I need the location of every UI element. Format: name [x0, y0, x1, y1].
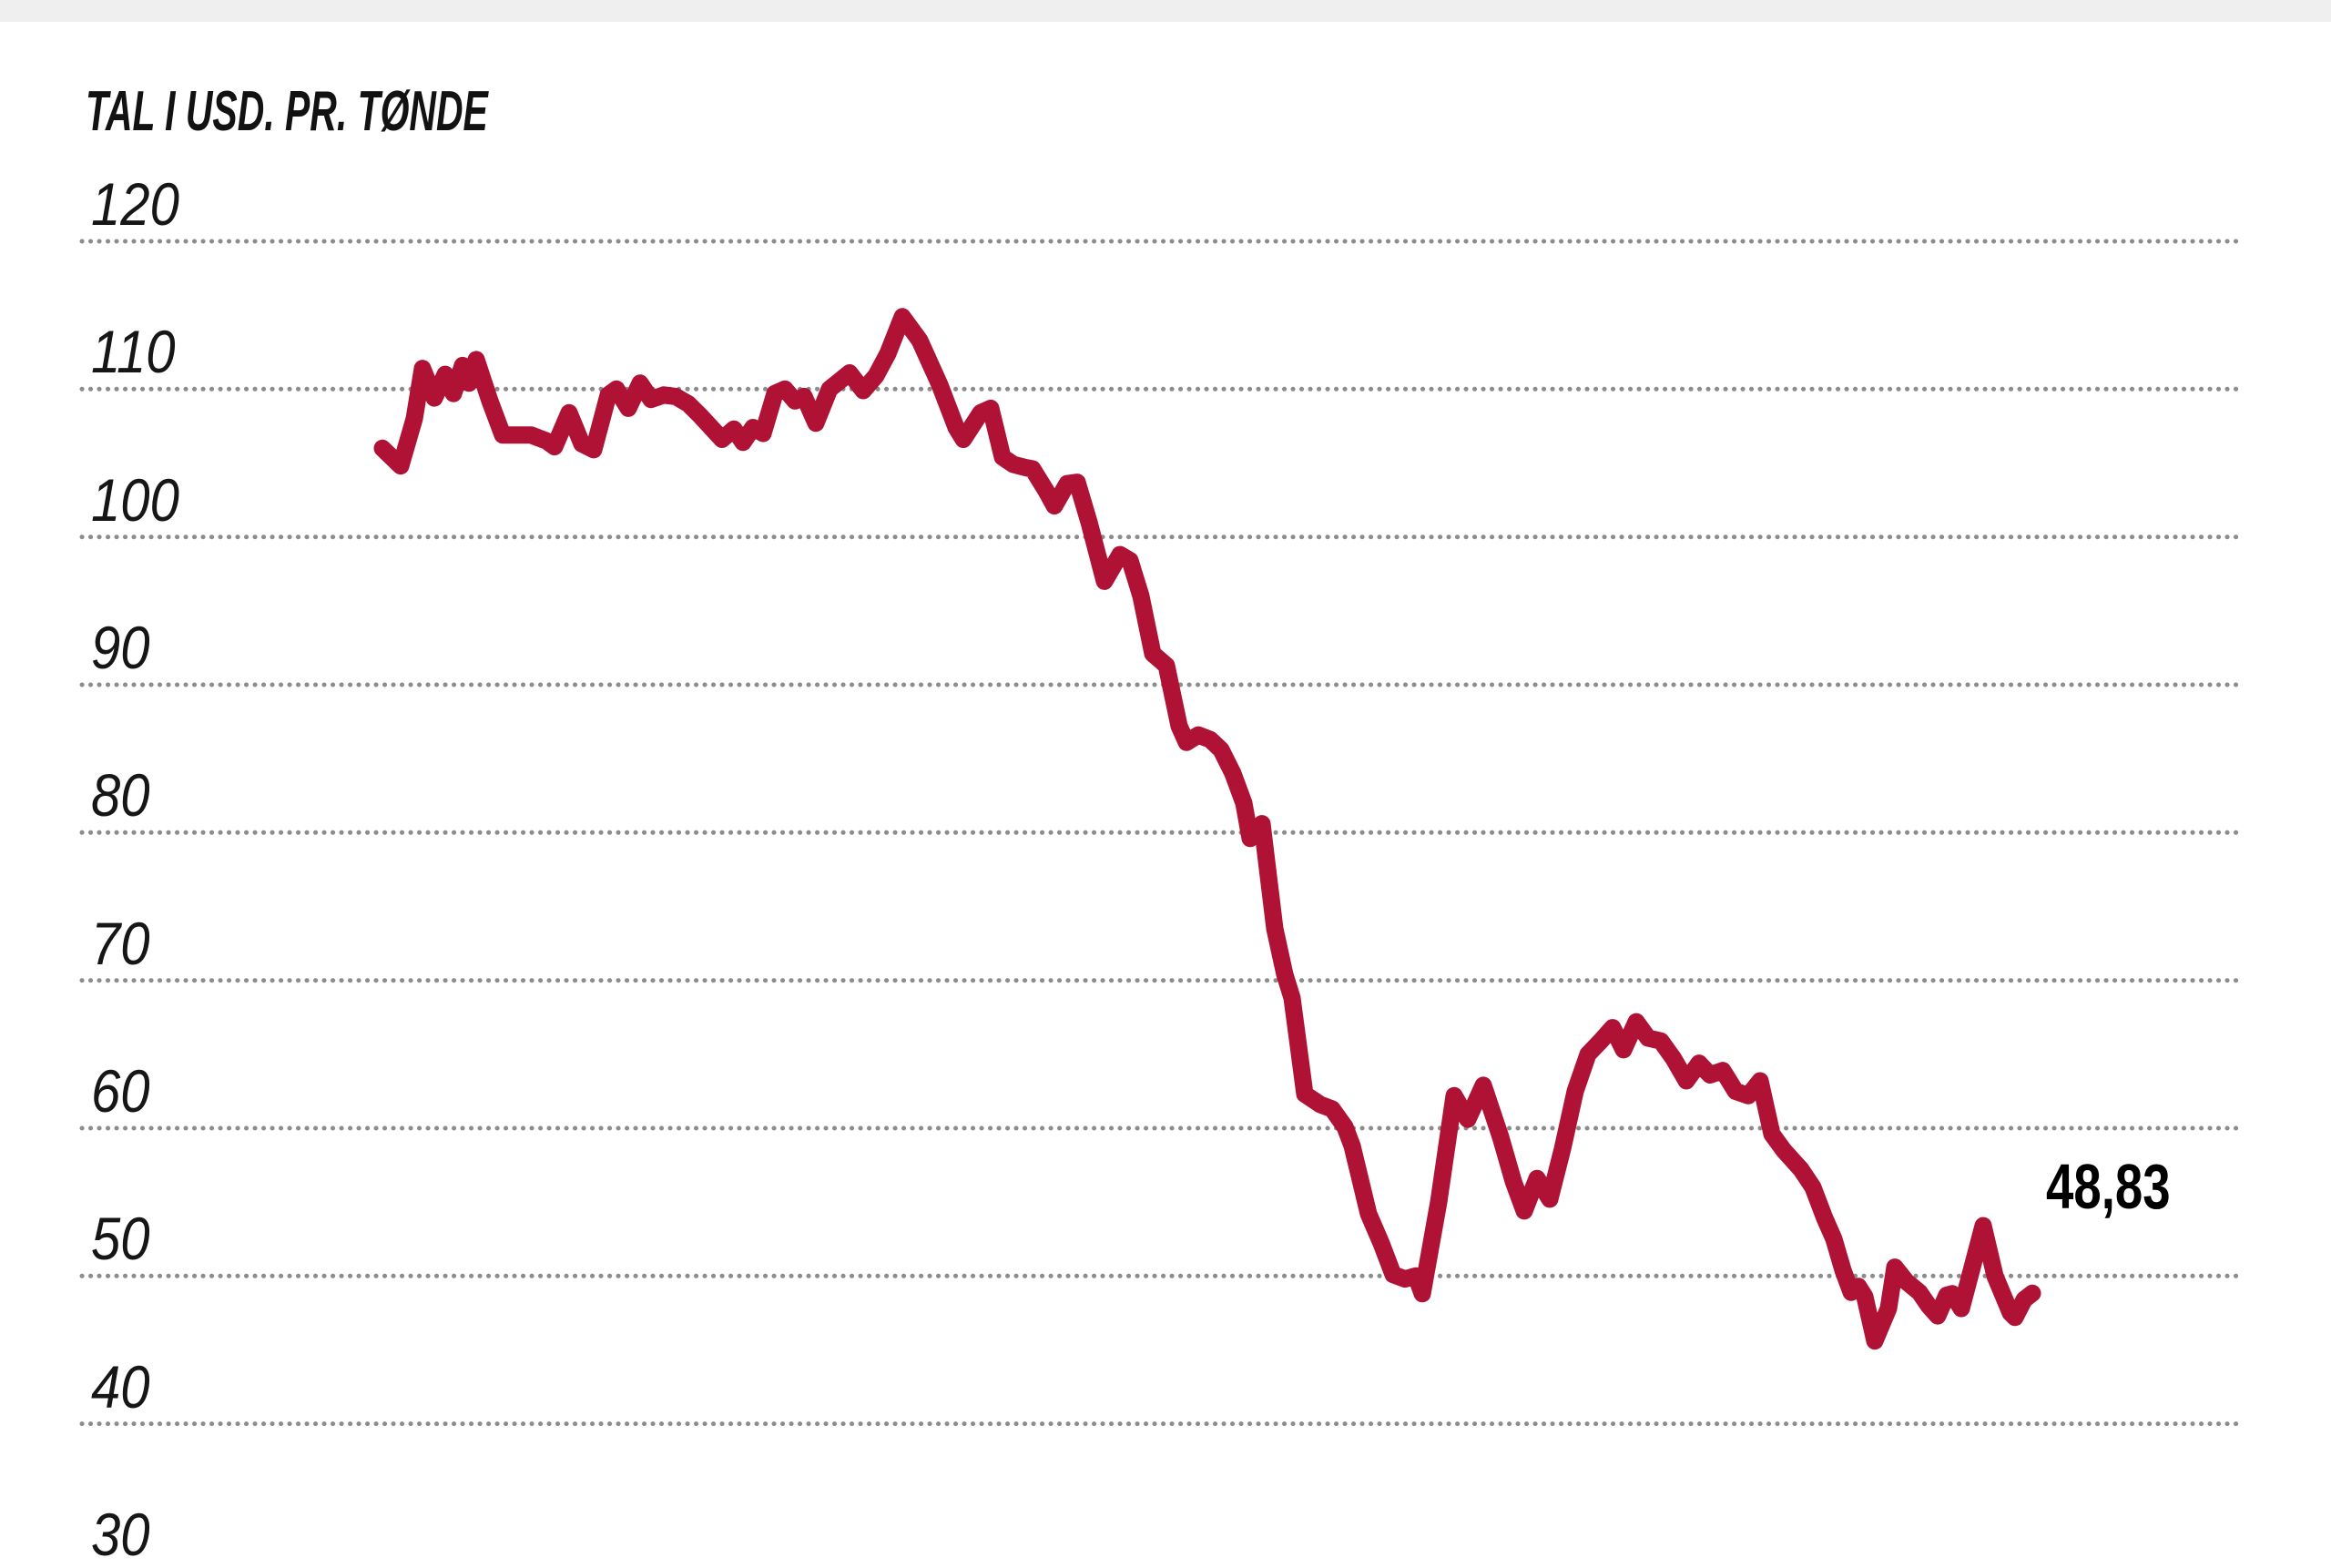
top-bar	[0, 0, 2331, 22]
y-tick-label: 80	[91, 761, 150, 829]
y-tick-label: 70	[91, 910, 150, 977]
price-line	[373, 308, 2041, 1350]
y-tick-label: 90	[91, 614, 150, 681]
y-tick-label: 100	[91, 466, 179, 534]
y-tick-label: 60	[91, 1057, 150, 1125]
y-tick-label: 110	[91, 318, 176, 385]
y-tick-label: 120	[91, 170, 179, 238]
y-tick-label: 30	[91, 1501, 150, 1568]
last-value-label: 48,83	[2046, 1151, 2171, 1222]
chart-title: TAL I USD. PR. TØNDE	[86, 80, 488, 143]
y-tick-label: 40	[91, 1353, 150, 1420]
y-tick-label: 50	[91, 1205, 150, 1272]
